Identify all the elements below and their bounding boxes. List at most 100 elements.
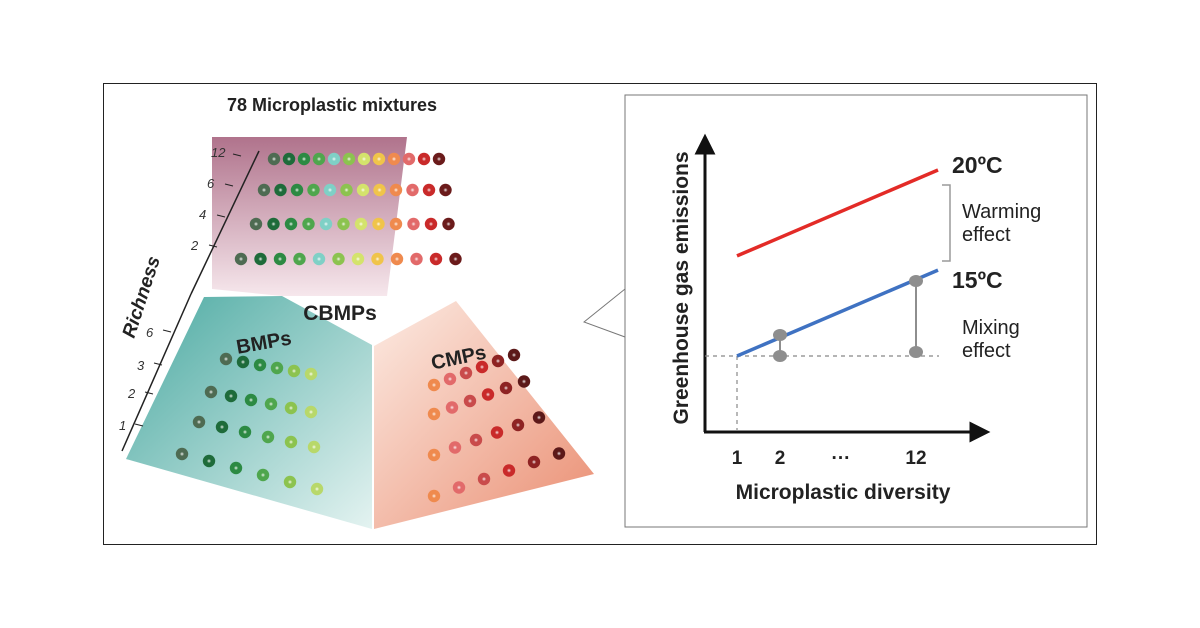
marker-x12-lower <box>909 346 923 358</box>
bmps-dot-highlight <box>287 364 301 378</box>
cbmps-dot-highlight <box>390 252 404 266</box>
bmps-dot-highlight <box>244 393 258 407</box>
cbmps-dot-highlight <box>371 252 384 266</box>
cbmps-dot-highlight <box>332 252 345 266</box>
cbmps-label: CBMPs <box>303 302 377 325</box>
bmps-dot-highlight <box>304 405 318 419</box>
richness-tick-4: 4 <box>199 207 206 222</box>
cbmps-dot-highlight <box>297 152 311 166</box>
bmps-dot-highlight <box>256 468 270 482</box>
cbmps-dot-highlight <box>439 183 452 197</box>
cbmps-dot-highlight <box>257 183 271 197</box>
cmps-dot-highlight <box>443 372 457 386</box>
x-tick-1: 1 <box>732 448 743 469</box>
bmps-dot-highlight <box>304 367 318 381</box>
cmps-dot-highlight <box>427 489 441 503</box>
cbmps-dot-highlight <box>337 217 350 231</box>
bmps-dot-highlight <box>261 430 275 444</box>
cbmps-dot-highlight <box>274 183 287 197</box>
bmps-dot-highlight <box>229 461 243 475</box>
bmps-dot-highlight <box>202 454 216 468</box>
bmps-dot-highlight <box>253 358 267 372</box>
cbmps-dot-highlight <box>424 217 438 231</box>
bmps-dot-highlight <box>238 425 252 439</box>
cmps-dot-highlight <box>477 472 491 486</box>
cbmps-dot-highlight <box>407 217 420 231</box>
cmps-dot-highlight <box>459 366 473 380</box>
cbmps-dot-highlight <box>372 217 385 231</box>
richness-tick-2-upper: 2 <box>190 238 199 253</box>
bmps-dot-highlight <box>284 435 298 449</box>
cbmps-dot-highlight <box>340 183 353 197</box>
mixing-markers <box>773 275 923 362</box>
richness-tick-1: 1 <box>119 418 126 433</box>
cmps-dot-highlight <box>475 360 489 374</box>
cbmps-dot-highlight <box>422 183 436 197</box>
cbmps-dot-highlight <box>307 183 320 197</box>
richness-tick-6-lower: 6 <box>146 325 154 340</box>
cbmps-dot-highlight <box>387 152 401 166</box>
cmps-dot-highlight <box>507 348 521 362</box>
richness-axis-label: Richness <box>119 254 165 341</box>
cbmps-dot-highlight <box>442 217 455 231</box>
x-tick-ellipsis: ··· <box>832 448 851 469</box>
richness-tick-12: 12 <box>211 145 226 160</box>
richness-tick-6-upper: 6 <box>207 176 215 191</box>
cbmps-dot-highlight <box>356 183 370 197</box>
diagram-title: 78 Microplastic mixtures <box>227 95 437 115</box>
marker-x2-lower <box>773 350 787 362</box>
cbmps-dot-highlight <box>282 152 296 166</box>
cmps-dot-highlight <box>532 411 546 424</box>
cbmps-dot-highlight <box>254 252 267 266</box>
cmps-dot-highlight <box>481 388 495 401</box>
bmps-dot-highlight <box>270 361 284 375</box>
cbmps-dot-highlight <box>357 152 371 166</box>
bmps-dot-highlight <box>284 401 298 415</box>
cmps-panel <box>374 301 594 529</box>
mixing-effect-label-line2: effect <box>962 340 1011 362</box>
x-tick-2: 2 <box>775 448 786 469</box>
x-axis-label: Microplastic diversity <box>736 481 951 504</box>
chart-box <box>624 94 1088 528</box>
bmps-dot-highlight <box>310 482 324 496</box>
richness-tick-2-lower: 2 <box>127 386 136 401</box>
cmps-dot-highlight <box>490 426 504 439</box>
cbmps-dot-highlight <box>273 252 287 266</box>
callout-pointer <box>582 287 626 338</box>
cbmps-dot-highlight <box>249 217 263 231</box>
cbmps-dot-highlight <box>327 152 341 166</box>
cbmps-dot-highlight <box>267 152 281 166</box>
cbmps-dot-highlight <box>342 152 356 166</box>
bmps-panel <box>126 296 372 529</box>
cbmps-dot-highlight <box>372 152 386 166</box>
cbmps-dot-highlight <box>410 252 423 266</box>
cmps-dot-highlight <box>445 401 459 414</box>
cbmps-dot-highlight <box>402 152 416 166</box>
warming-effect-label-line2: effect <box>962 224 1011 246</box>
marker-x12-upper <box>909 275 923 287</box>
cmps-dot-highlight <box>463 394 477 408</box>
cbmps-dot-highlight <box>449 252 462 266</box>
line-20c <box>736 168 939 258</box>
cmps-dot-highlight <box>527 455 541 469</box>
bmps-dots <box>175 352 324 496</box>
richness-tick-3: 3 <box>137 358 145 373</box>
cbmps-dot-highlight <box>351 252 365 266</box>
cmps-dot-highlight <box>502 464 516 477</box>
cmps-dot-highlight <box>491 354 505 368</box>
cmps-dot-highlight <box>452 481 466 494</box>
cbmps-dot-highlight <box>290 183 304 197</box>
warming-effect-label-line1: Warming <box>962 201 1041 223</box>
cmps-dot-highlight <box>469 433 483 447</box>
cbmps-dot-highlight <box>319 217 333 231</box>
cbmps-dot-highlight <box>302 217 315 231</box>
bmps-dot-highlight <box>236 355 250 369</box>
marker-x2-upper <box>773 329 787 341</box>
cbmps-dot-highlight <box>293 252 306 266</box>
cbmps-dot-highlight <box>354 217 368 231</box>
cbmps-dot-highlight <box>323 183 337 197</box>
cbmps-dot-highlight <box>234 252 248 266</box>
cbmps-dot-highlight <box>312 152 326 166</box>
label-15c: 15ºC <box>952 267 1003 293</box>
cbmps-dot-highlight <box>417 152 431 166</box>
